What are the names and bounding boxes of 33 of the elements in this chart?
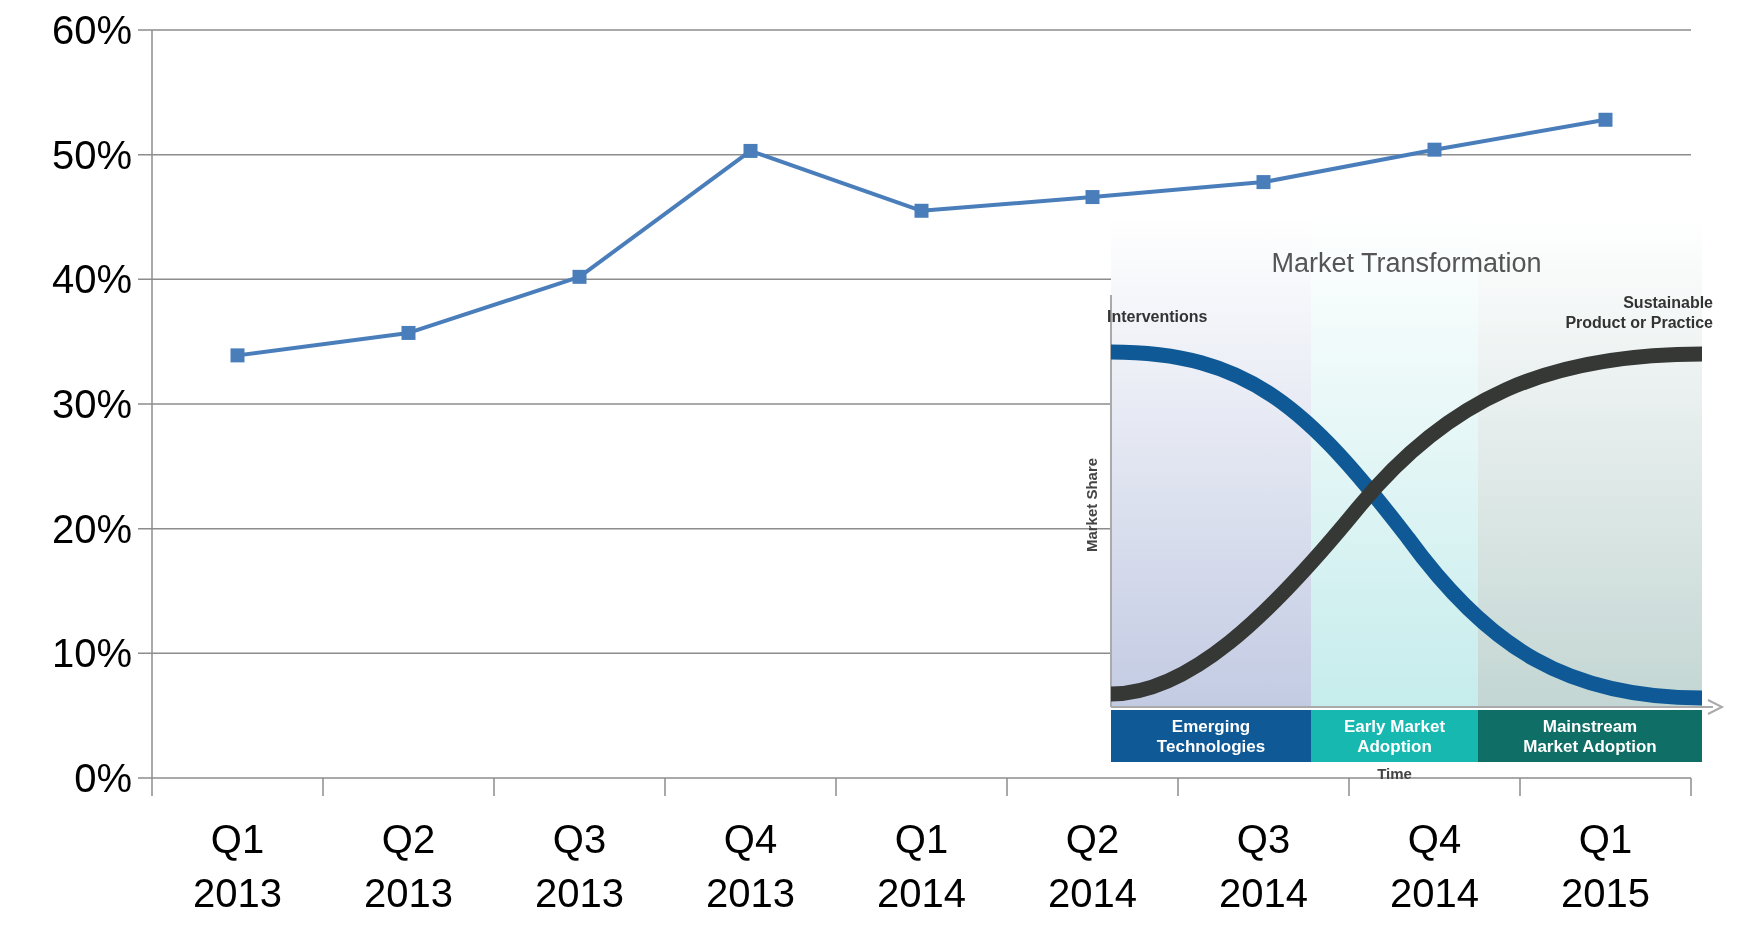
point [1085, 190, 1100, 205]
x-tick-label: Q2 2014 [1048, 817, 1137, 915]
x-tick-label: Q1 2014 [877, 817, 966, 915]
y-tick-label: 60% [51, 8, 132, 52]
annotation: Mainstream Market Adoption [1523, 717, 1657, 756]
point [572, 269, 587, 284]
y-tick-label: 40% [51, 257, 132, 302]
point [743, 143, 758, 158]
y-tick-label: 30% [51, 382, 132, 426]
annotation: Sustainable Product or Practice [1565, 294, 1714, 331]
x-tick-label: Q1 2015 [1561, 817, 1650, 915]
annotation: Interventions [1107, 308, 1208, 325]
annotation: Market Transformation [1271, 248, 1542, 278]
y-tick-label: 0% [74, 756, 132, 800]
x-tick-label: Q1 2013 [193, 817, 282, 915]
x-tick-label: Q4 2013 [706, 817, 795, 915]
x-tick-label: Q3 2013 [535, 817, 624, 915]
annotation: Early Market Adoption [1343, 717, 1446, 756]
x-tick-label: Q2 2013 [364, 817, 453, 915]
y-tick-label: 20% [51, 506, 132, 551]
y-tick-label: 10% [51, 631, 132, 676]
annotation: Time [1377, 765, 1412, 782]
y-tick-label: 50% [51, 132, 132, 177]
point [401, 325, 416, 340]
annotation: Emerging Technologies [1156, 717, 1266, 756]
annotation: Market Share [1083, 457, 1100, 553]
point [914, 203, 929, 218]
point [1427, 142, 1442, 157]
point [1256, 175, 1271, 190]
point [1598, 112, 1613, 127]
point [230, 348, 245, 363]
x-tick-label: Q4 2014 [1390, 817, 1479, 915]
x-tick-label: Q3 2014 [1219, 817, 1308, 915]
